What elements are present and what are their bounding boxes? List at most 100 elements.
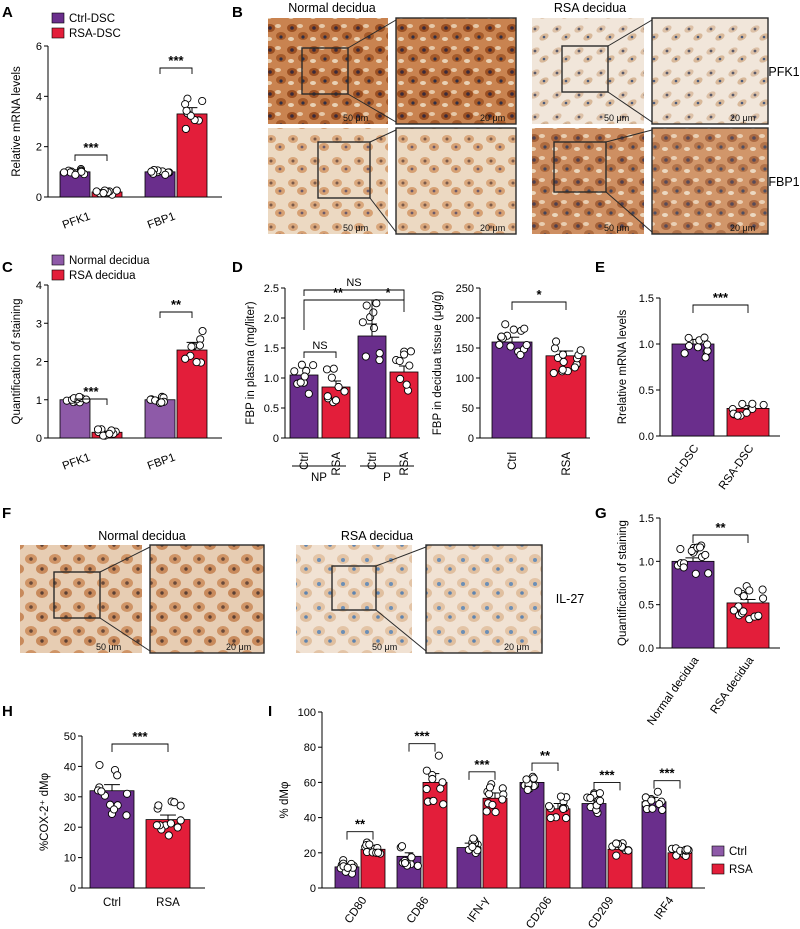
panel-label-b: B (232, 4, 243, 21)
panel-label-i: I (268, 703, 272, 720)
x-tick-label: RSA (331, 452, 343, 476)
data-point (516, 350, 525, 359)
x-tick-label: PFK1 (61, 211, 92, 232)
group-label: P (383, 472, 391, 484)
data-point (701, 353, 710, 362)
significance-bracket (653, 780, 681, 789)
data-point (396, 374, 405, 383)
x-tick-label: PFK1 (61, 452, 92, 473)
b-frame (651, 127, 769, 235)
significance-label: *** (168, 53, 184, 68)
data-point (485, 783, 495, 792)
data-point (696, 543, 705, 552)
significance-bracket (511, 301, 567, 310)
chart-g: 0.0 0.5 1.0 1.5 Quantification of staining No… (617, 513, 780, 728)
f-zoom-line (99, 617, 151, 652)
data-point (195, 341, 204, 350)
data-point (680, 349, 689, 358)
y-tick-label: 2.5 (264, 283, 279, 295)
data-point (422, 784, 431, 794)
y-tick-label: 0 (36, 433, 42, 445)
data-point (122, 811, 131, 820)
panel-labels: A B C D E F G H I (2, 4, 607, 720)
panel-f-micrographs: Normal decidua RSA decidua 50 μm 20 μm 5… (20, 529, 584, 654)
y-tick-label: 3 (36, 318, 42, 330)
b-row-label-pfk1: PFK1 (768, 65, 799, 79)
data-point (498, 795, 507, 804)
chart-h: 0 10 20 30 40 50 %COX-2⁺ dMφ Ctrl RSA *** (39, 729, 205, 909)
f-zoom-line (99, 546, 151, 573)
data-point (648, 804, 657, 813)
data-point (407, 853, 416, 862)
panel-label-h: H (2, 703, 13, 720)
b-normal-pfk1-zoom-image (396, 18, 516, 124)
f-rsa-zoom-image (426, 545, 542, 653)
y-tick-label: 100 (456, 373, 474, 385)
chart-a: 0 2 4 6 Relative mRNA levels PFK1 FBP1 *** *** Ct… (11, 12, 222, 232)
f-frame (425, 544, 543, 654)
b-rsa-pfk1-zoom-image (652, 18, 768, 124)
data-point (402, 380, 411, 389)
data-point (501, 320, 510, 329)
data-point (369, 324, 379, 333)
y-tick-label: 1.5 (639, 513, 654, 525)
data-point (759, 594, 768, 603)
legend-label: Ctrl-DSC (69, 13, 115, 25)
significance-bracket (593, 781, 621, 791)
significance-bracket (74, 154, 108, 161)
data-point (176, 816, 185, 825)
data-point (413, 861, 422, 870)
y-tick-label: 80 (304, 742, 316, 754)
data-point (82, 395, 91, 404)
f-rsa-zoom-box (331, 565, 377, 611)
data-point (436, 784, 445, 793)
chart-d-tissue: 0 50 100 150 200 250 FBP in decidua tissue (μg… (432, 283, 590, 476)
data-point (612, 851, 621, 860)
data-point (290, 367, 299, 376)
legend-swatch (711, 863, 725, 875)
data-point (170, 798, 179, 807)
data-point (428, 774, 437, 784)
b-rsa-pfk1-zoom-box (561, 45, 609, 93)
data-point (182, 106, 191, 115)
data-point (323, 392, 332, 401)
y-tick-label: 200 (456, 313, 474, 325)
data-point (734, 587, 743, 596)
data-point (523, 785, 532, 794)
significance-label: *** (713, 290, 729, 305)
y-tick-label: 1.0 (264, 373, 279, 385)
data-point (304, 389, 313, 398)
data-point (429, 796, 438, 805)
y-tick-label: 60 (304, 777, 316, 789)
y-tick-label: 0.0 (639, 431, 654, 443)
data-point (99, 188, 108, 198)
data-point (372, 299, 381, 308)
data-point (586, 793, 595, 803)
x-tick-label: CD209 (586, 895, 616, 929)
b-rsa-fbp1-image (532, 128, 644, 234)
y-tick-label: 0 (70, 883, 76, 895)
data-point (739, 592, 748, 601)
significance-bracket (692, 304, 749, 313)
bar (59, 399, 91, 439)
significance-bracket (468, 771, 496, 780)
y-axis-label: Relative mRNA levels (11, 66, 23, 177)
y-axis-label: Rrelative mRNA levels (617, 310, 629, 425)
significance-bracket (159, 311, 193, 318)
x-tick-label: FBP1 (146, 452, 177, 473)
data-point (545, 802, 554, 811)
bar (491, 341, 533, 439)
data-point (558, 365, 567, 374)
data-point (97, 787, 106, 796)
f-scalebar-label: 50 μm (96, 642, 121, 652)
significance-label: *** (132, 729, 148, 744)
y-tick-label: 0 (310, 883, 316, 895)
data-point (309, 361, 318, 370)
significance-label: *** (83, 140, 99, 155)
group-label: NP (311, 472, 327, 484)
data-point (700, 333, 709, 342)
significance-label: *** (599, 767, 615, 782)
significance-label: ** (715, 520, 726, 535)
b-zoom-line (347, 19, 397, 49)
data-point (157, 398, 166, 407)
